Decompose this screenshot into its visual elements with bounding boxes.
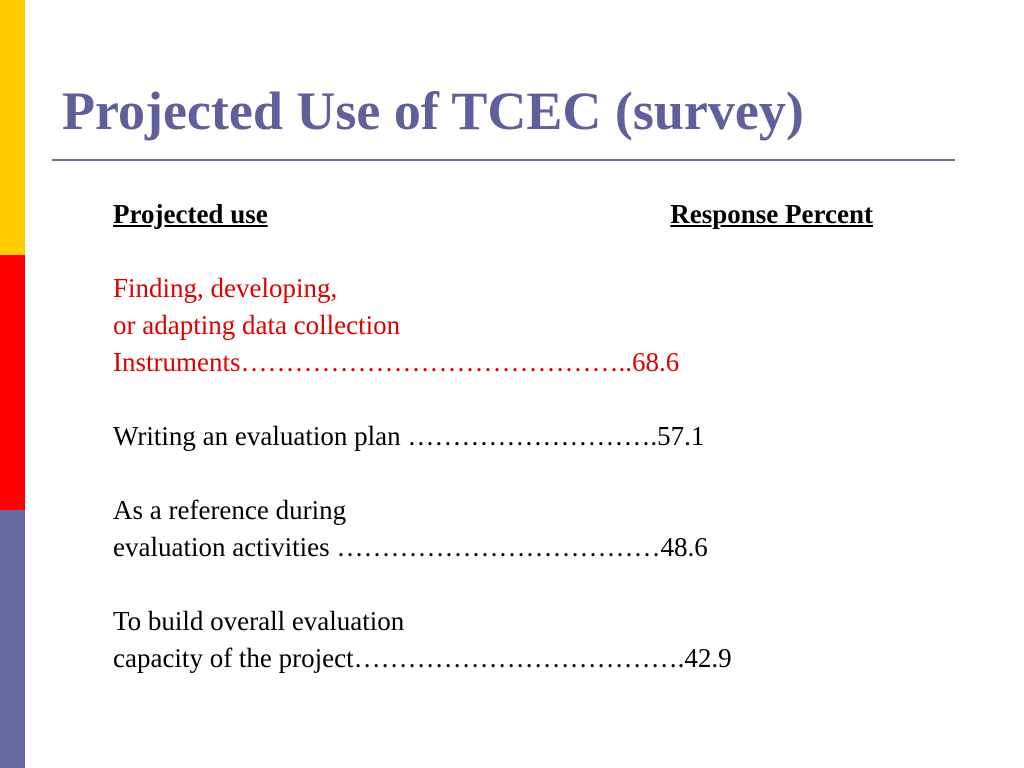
accent-slate <box>0 510 25 768</box>
leader-dots: ………………………………. <box>353 643 685 673</box>
item-label: evaluation activities <box>113 532 337 562</box>
item-line: or adapting data collection <box>113 310 401 340</box>
column-header: Response Percent <box>670 199 873 229</box>
item-row: Writing an evaluation plan ……………………….57.… <box>113 418 704 455</box>
accent-yellow <box>0 0 25 255</box>
response-percent: 68.6 <box>632 347 680 377</box>
item-label: capacity of the project <box>113 643 354 673</box>
item-row: capacity of the project……………………………….42.9 <box>113 640 732 677</box>
item-line: To build overall evaluation <box>113 606 405 636</box>
response-percent: 57.1 <box>657 421 705 451</box>
leader-dots: ……………………………… <box>336 532 661 562</box>
leader-dots: …………………………………….. <box>240 347 633 377</box>
slide-title: Projected Use of TCEC (survey) <box>62 81 804 141</box>
item-row: Instruments……………………………………..68.6 <box>113 344 679 381</box>
item-label: Writing an evaluation plan <box>113 421 408 451</box>
column-header: Projected use <box>113 199 268 229</box>
item-row: evaluation activities ………………………………48.6 <box>113 529 708 566</box>
item-label: Instruments <box>113 347 241 377</box>
leader-dots: ………………………. <box>407 421 658 451</box>
response-percent: 48.6 <box>660 532 708 562</box>
title-rule <box>52 159 955 161</box>
response-percent: 42.9 <box>684 643 732 673</box>
accent-red <box>0 255 25 510</box>
item-line: As a reference during <box>113 495 347 525</box>
item-line: Finding, developing, <box>113 273 338 303</box>
